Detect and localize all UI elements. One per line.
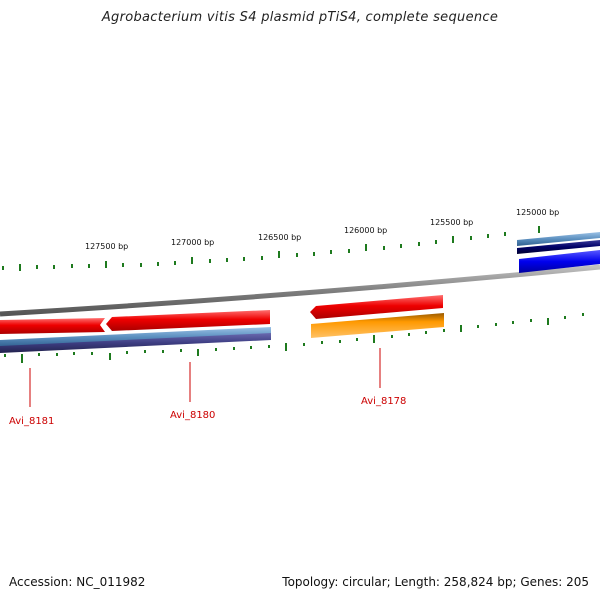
feature-steelblue-outer bbox=[517, 232, 600, 246]
gene-avi8181 bbox=[0, 318, 105, 334]
scale-label: 127000 bp bbox=[171, 238, 214, 247]
feature-slate-inner bbox=[0, 333, 271, 353]
outer-scale-ticks bbox=[2, 226, 540, 271]
scale-label: 125000 bp bbox=[516, 208, 559, 217]
scale-label: 125500 bp bbox=[430, 218, 473, 227]
map-title: Agrobacterium vitis S4 plasmid pTiS4, co… bbox=[101, 10, 499, 25]
scale-label: 127500 bp bbox=[85, 242, 128, 251]
accession-label: Accession: NC_011982 bbox=[9, 575, 146, 589]
scale-label: 126500 bp bbox=[258, 233, 301, 242]
gene-label: Avi_8180 bbox=[170, 410, 215, 421]
gene-avi8180 bbox=[106, 310, 270, 331]
gene-blue-right bbox=[519, 250, 600, 273]
scale-labels: 127500 bp 127000 bp 126500 bp 126000 bp … bbox=[85, 208, 559, 251]
feature-steelblue-inner bbox=[0, 327, 271, 347]
gene-avi8178 bbox=[311, 313, 444, 338]
gene-leader-lines bbox=[29, 348, 381, 407]
inner-scale-ticks bbox=[4, 313, 584, 363]
gene-labels: Avi_8181 Avi_8180 Avi_8178 bbox=[9, 396, 406, 427]
gene-label: Avi_8181 bbox=[9, 416, 54, 427]
gene-red-126000 bbox=[310, 295, 443, 319]
feature-navy-outer bbox=[517, 240, 600, 254]
scale-label: 126000 bp bbox=[344, 226, 387, 235]
summary-label: Topology: circular; Length: 258,824 bp; … bbox=[282, 575, 589, 589]
plasmid-backbone bbox=[0, 264, 600, 317]
gene-label: Avi_8178 bbox=[361, 396, 406, 407]
